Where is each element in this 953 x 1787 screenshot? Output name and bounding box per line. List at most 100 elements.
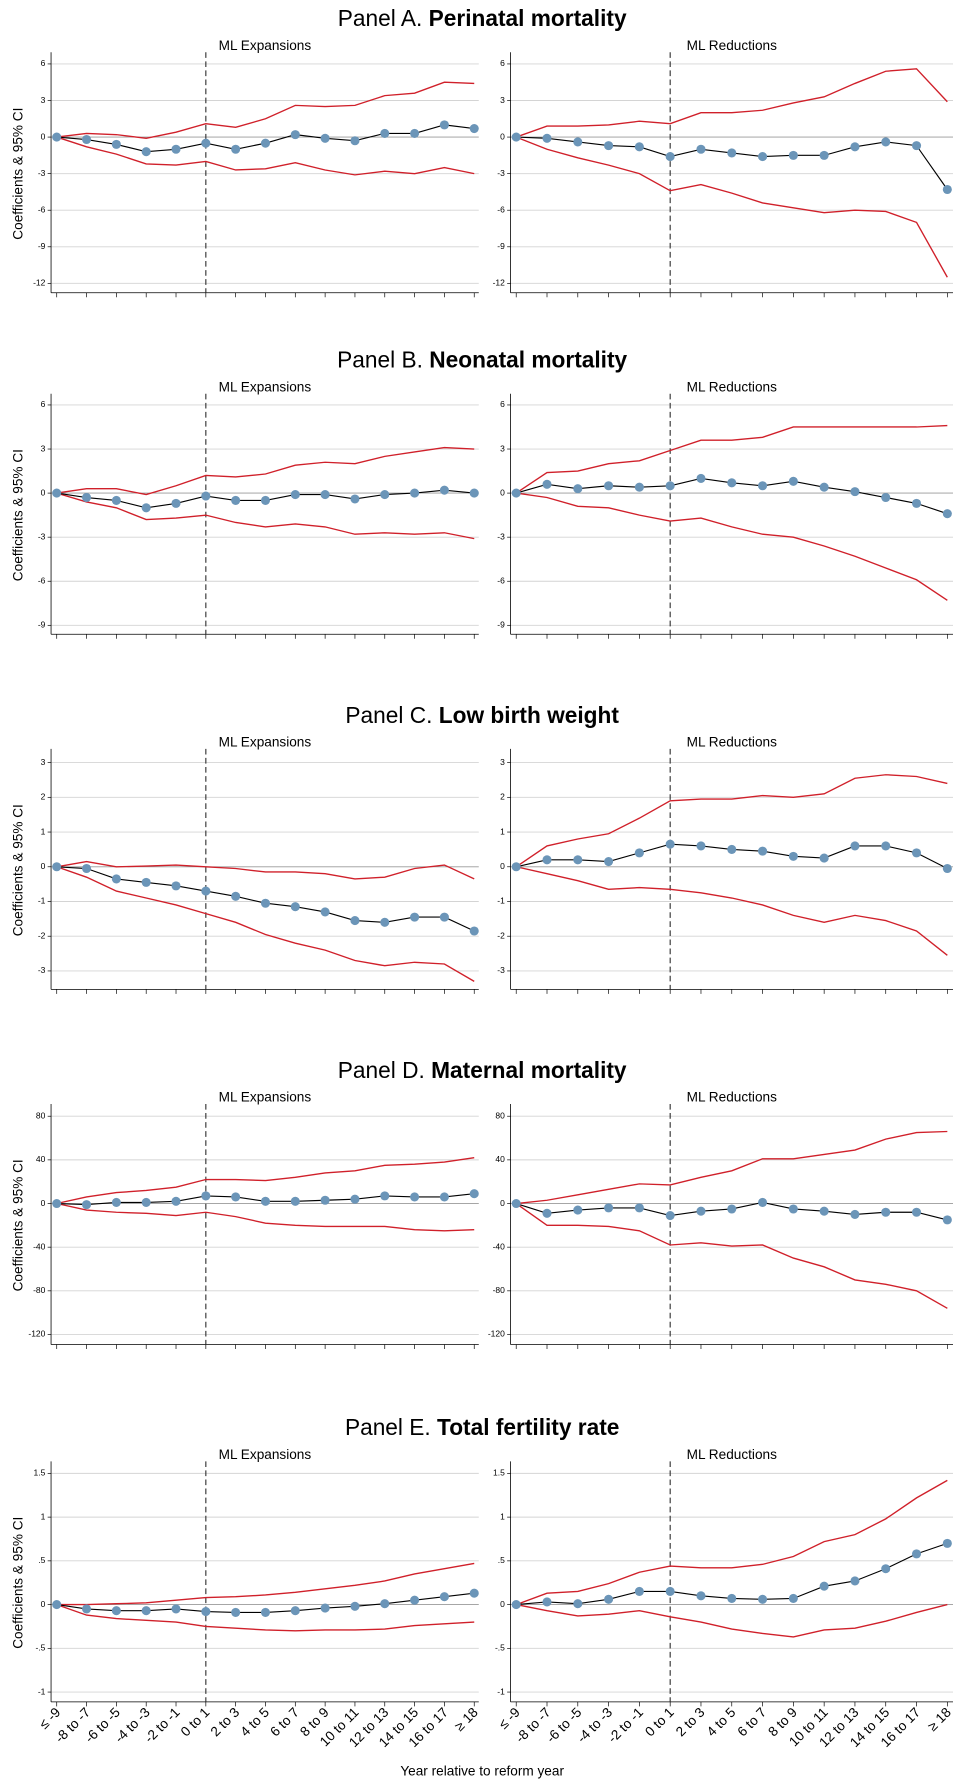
ci-upper-line bbox=[56, 1157, 475, 1205]
panel-name: Maternal mortality bbox=[431, 1057, 627, 1083]
x-tick-label: 0 to 1 bbox=[178, 1705, 213, 1740]
coef-marker bbox=[410, 912, 420, 922]
coef-marker bbox=[819, 150, 829, 160]
coef-marker bbox=[758, 846, 768, 856]
y-tick-label: -6 bbox=[497, 204, 505, 214]
coef-marker bbox=[511, 132, 521, 142]
y-tick-label: 3 bbox=[41, 95, 46, 105]
y-tick-label: -1 bbox=[38, 1686, 46, 1696]
panel-name: Perinatal mortality bbox=[429, 5, 627, 31]
ci-lower-line bbox=[56, 492, 475, 540]
coef-marker bbox=[511, 1198, 521, 1209]
y-tick-label: 80 bbox=[495, 1110, 505, 1120]
coef-marker bbox=[819, 482, 829, 492]
y-tick-label: 0 bbox=[500, 861, 505, 871]
y-tick-label: -2 bbox=[38, 930, 46, 940]
ci-upper-line bbox=[56, 446, 475, 496]
coef-marker bbox=[727, 844, 737, 854]
ci-upper-line bbox=[515, 774, 948, 868]
coef-marker bbox=[350, 1601, 360, 1611]
coef-marker bbox=[542, 1597, 552, 1607]
coef-marker bbox=[604, 1594, 614, 1604]
y-tick-label: -40 bbox=[493, 1241, 506, 1251]
coef-marker bbox=[320, 133, 330, 143]
coef-marker bbox=[850, 487, 860, 497]
coef-marker bbox=[542, 855, 552, 865]
panel-name: Low birth weight bbox=[439, 702, 620, 728]
coef-marker bbox=[260, 1607, 271, 1618]
coef-marker bbox=[410, 128, 420, 138]
subplot-title: ML Expansions bbox=[219, 1090, 312, 1105]
coef-marker bbox=[469, 488, 479, 498]
y-tick-label: 0 bbox=[41, 1198, 46, 1208]
coef-marker bbox=[290, 130, 300, 140]
y-tick-label: 1.5 bbox=[34, 1468, 46, 1478]
ci-lower-line bbox=[56, 1603, 475, 1632]
coef-marker bbox=[380, 490, 390, 500]
panel-title: Panel C. Low birth weight bbox=[345, 702, 619, 728]
y-tick-label: 6 bbox=[41, 58, 46, 68]
coef-marker bbox=[439, 1192, 449, 1202]
x-tick-label: 0 to 1 bbox=[642, 1705, 677, 1740]
ci-lower-line bbox=[56, 136, 475, 176]
x-tick-label: 2 to 3 bbox=[208, 1705, 243, 1740]
coef-marker bbox=[380, 1599, 390, 1609]
ci-lower-line bbox=[516, 866, 948, 956]
coef-marker bbox=[290, 902, 300, 912]
coef-marker bbox=[788, 1204, 798, 1214]
coef-marker bbox=[542, 133, 552, 143]
coef-marker bbox=[942, 1215, 952, 1225]
ci-upper-line bbox=[515, 68, 948, 138]
coef-marker bbox=[850, 1209, 860, 1219]
subplot-title: ML Reductions bbox=[687, 1447, 777, 1462]
y-tick-label: 1 bbox=[500, 826, 505, 836]
y-axis-title: Coefficients & 95% CI bbox=[11, 108, 26, 240]
y-tick-label: 6 bbox=[500, 58, 505, 68]
coef-marker bbox=[201, 491, 211, 501]
coef-marker bbox=[141, 503, 151, 513]
subplot-title: ML Reductions bbox=[687, 379, 777, 394]
coef-marker bbox=[350, 136, 360, 146]
coef-marker bbox=[380, 128, 390, 138]
y-tick-label: -120 bbox=[28, 1329, 45, 1339]
coef-marker bbox=[320, 1603, 330, 1613]
coef-marker bbox=[469, 124, 479, 134]
x-axis-title: Year relative to reform year bbox=[400, 1764, 564, 1779]
coef-marker bbox=[201, 886, 211, 896]
y-axis-title: Coefficients & 95% CI bbox=[11, 804, 26, 936]
y-tick-label: -40 bbox=[33, 1241, 46, 1251]
coef-marker bbox=[758, 152, 768, 162]
coef-marker bbox=[911, 848, 922, 858]
ci-upper-line bbox=[515, 424, 948, 494]
coef-marker bbox=[942, 863, 952, 874]
ci-upper-line bbox=[56, 860, 475, 880]
y-tick-label: -3 bbox=[38, 965, 46, 975]
subplot-title: ML Expansions bbox=[219, 735, 312, 750]
coef-marker bbox=[410, 1192, 420, 1202]
ci-lower-line bbox=[56, 1202, 475, 1232]
y-tick-label: 0 bbox=[500, 131, 505, 141]
y-tick-label: 2 bbox=[500, 792, 505, 802]
x-tick-label: ≥ 18 bbox=[925, 1705, 953, 1734]
y-tick-label: 0 bbox=[41, 1599, 46, 1609]
panel-title: Panel E. Total fertility rate bbox=[345, 1414, 619, 1440]
panel-title: Panel B. Neonatal mortality bbox=[337, 347, 627, 373]
ci-lower-line bbox=[516, 1603, 948, 1638]
coef-marker bbox=[696, 144, 706, 154]
coef-marker bbox=[850, 841, 860, 851]
coef-marker bbox=[727, 478, 737, 488]
coef-marker bbox=[788, 150, 798, 160]
coef-marker bbox=[542, 1208, 552, 1218]
y-tick-label: 1.5 bbox=[493, 1468, 505, 1478]
coef-marker bbox=[111, 495, 121, 505]
y-axis-title: Coefficients & 95% CI bbox=[11, 449, 26, 581]
coef-marker bbox=[758, 1594, 768, 1604]
y-tick-label: -3 bbox=[497, 531, 505, 541]
coef-marker bbox=[665, 1210, 675, 1221]
coef-marker bbox=[881, 841, 891, 851]
panel-label: Panel A. bbox=[338, 5, 423, 31]
y-tick-label: 80 bbox=[36, 1110, 46, 1120]
ci-lower-line bbox=[515, 1202, 948, 1309]
coef-marker bbox=[881, 1207, 891, 1217]
coef-marker bbox=[171, 144, 181, 154]
